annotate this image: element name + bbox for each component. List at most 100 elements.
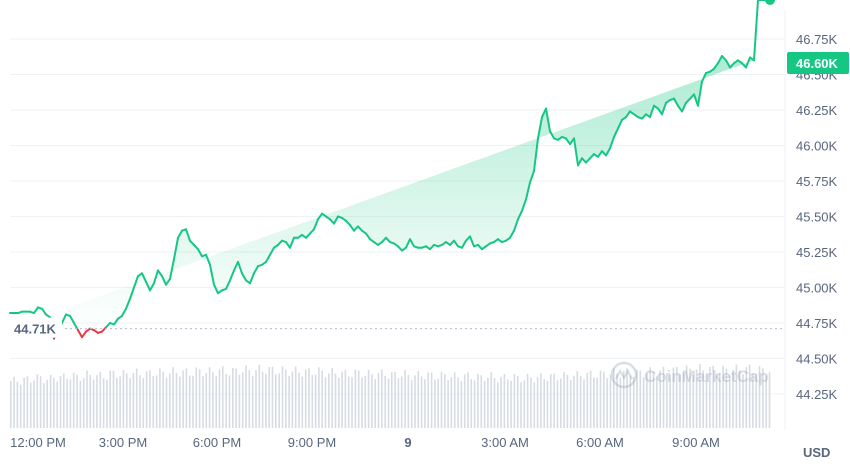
volume-bar [622,371,625,428]
price-line-segment [161,275,167,286]
volume-bar [440,371,443,428]
volume-bar [298,372,300,428]
price-line-segment [697,80,703,107]
price-line-segment [365,232,371,241]
price-line-segment [145,280,151,292]
volume-bar [86,370,88,428]
volume-bar [311,374,314,428]
volume-bar [43,383,45,428]
volume-bar [149,370,151,428]
volume-bar [278,373,280,428]
volume-bar [503,373,506,428]
volume-bar [347,376,350,428]
price-line-segment [753,0,759,62]
volume-bar [725,368,728,428]
price-line-segment [133,275,139,289]
volume-bar [172,367,174,428]
watermark: CoinMarketCap [610,361,769,389]
price-line-segment [513,218,519,232]
volume-bar [715,373,718,428]
volume-bar [145,371,148,428]
volume-bar [427,372,429,428]
price-line-segment [521,198,527,212]
volume-bar [377,372,380,428]
volume-bar [546,380,549,428]
price-line-segment [649,104,655,119]
current-price-dot [765,0,775,5]
volume-bar [99,371,102,428]
y-tick-label: 44.75K [796,316,838,331]
volume-bar [430,372,433,428]
volume-bar [152,376,155,428]
price-line-segment [533,137,539,173]
price-line-segment [233,260,239,272]
volume-bar [616,373,618,428]
volume-bar [447,380,449,428]
current-price-tag: 46.60K [787,52,849,74]
volume-bar [16,381,19,428]
volume-bar [536,376,539,428]
volume-bar [334,373,337,428]
x-tick-label: 9 [404,435,411,450]
volume-bar [420,376,423,428]
volume-bar [374,379,376,428]
volume-bar [742,374,744,428]
volume-bar [765,375,767,428]
volume-bar [135,368,138,428]
price-line-segment [469,235,475,248]
volume-bar [586,372,589,428]
volume-bar [294,366,297,428]
volume-bar [159,368,161,428]
volume-bar [735,364,738,428]
volume-bar [19,384,22,428]
price-line-segment [225,279,231,290]
volume-bar [470,379,473,428]
volume-bar [119,376,121,428]
volume-bar [410,380,413,428]
volume-bar [652,371,655,428]
volume-bar [235,368,237,428]
volume-bar [728,375,731,428]
price-line-segment [681,101,687,113]
volume-bar [732,370,734,428]
volume-bar [589,370,592,428]
volume-bar [579,376,582,428]
volume-bar [391,372,393,428]
volume-bar [755,373,757,428]
price-line-segment [313,218,319,231]
price-line-segment [73,322,79,332]
x-tick-label: 12:00 PM [10,435,66,450]
price-line-segment [213,283,219,295]
volume-bar [400,376,403,428]
volume-bar [540,373,542,428]
volume-bar [662,366,665,428]
price-line-segment [529,170,535,184]
price-area [10,56,754,329]
price-line-segment [617,118,623,130]
current-price-value: 46.60K [796,56,839,71]
volume-bar [96,375,98,428]
price-line-segment [717,55,723,65]
volume-bar [169,373,171,428]
price-line-segment [573,137,579,167]
price-line-segment [625,110,631,119]
volume-bar [632,376,635,428]
volume-bar [288,375,290,428]
volume-bar [738,370,741,428]
price-line-segment [677,104,683,113]
volume-bar [328,373,330,428]
volume-bar [566,374,569,428]
volume-bar [212,372,214,428]
volume-bar [520,382,522,428]
volume-bar [56,381,58,428]
volume-bar [473,380,476,428]
volume-bar [102,378,105,428]
volume-bar [453,372,456,428]
volume-bar [526,373,529,428]
volume-bar [63,373,65,428]
price-line-segment [69,314,75,324]
price-series [9,0,771,340]
volume-bar [241,372,244,428]
volume-bar [533,382,536,428]
volume-bar [414,375,416,428]
